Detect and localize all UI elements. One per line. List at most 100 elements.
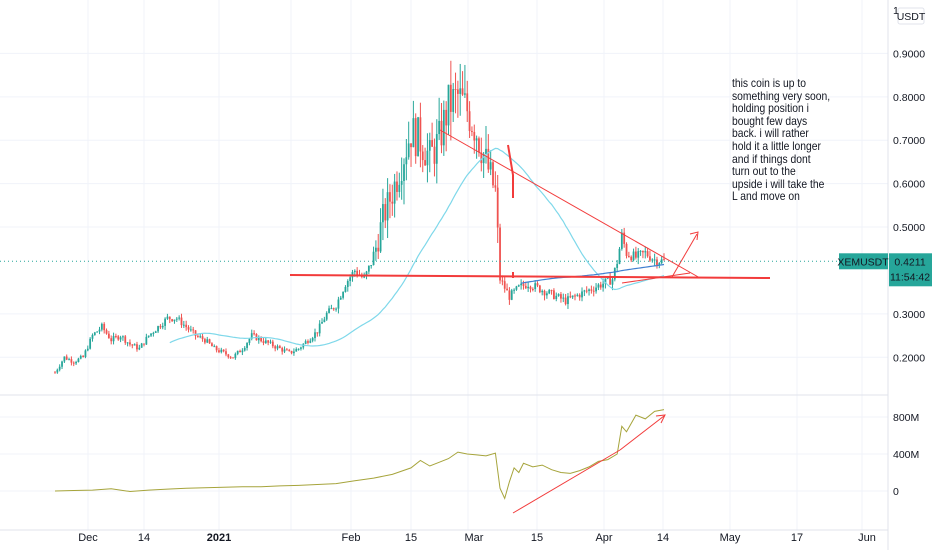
candle-up [541, 290, 544, 293]
candle-up [309, 340, 312, 343]
candle-up [405, 157, 408, 165]
candle-up [213, 346, 216, 348]
candle-up [346, 281, 349, 287]
candle-up [349, 277, 352, 282]
candle-down [506, 288, 508, 291]
candle-up [206, 339, 209, 343]
candle-up [660, 259, 663, 264]
candle-down [536, 283, 539, 286]
indicator-line [54, 409, 665, 500]
candle-up [138, 347, 141, 350]
candle-up [248, 338, 251, 343]
candle-up [382, 204, 384, 223]
ascending-trendline [621, 272, 691, 284]
candle-down [503, 281, 506, 289]
candle-down [433, 146, 436, 164]
candle-up [557, 294, 560, 296]
candle-down [492, 162, 494, 186]
candle-up [154, 331, 157, 333]
candle-down [253, 333, 255, 335]
candle-up [75, 361, 77, 364]
candle-up [189, 329, 192, 331]
candle-up [581, 291, 583, 298]
candle-up [604, 278, 607, 284]
candle-up [438, 120, 441, 135]
candle-up [428, 140, 431, 151]
candle-up [363, 276, 366, 278]
candle-up [545, 293, 548, 296]
candle-down [290, 350, 293, 354]
candle-down [389, 192, 391, 202]
candle-down [180, 317, 183, 326]
candle-up [452, 89, 455, 112]
candle-up [311, 338, 314, 341]
candle-up [86, 348, 89, 351]
candle-up [199, 336, 202, 338]
candle-down [414, 118, 417, 157]
candle-up [77, 358, 80, 362]
candle-down [642, 250, 644, 253]
candle-down [204, 339, 206, 343]
candle-down [377, 247, 380, 252]
candle-down [136, 344, 138, 350]
candle-up [173, 319, 176, 322]
candle-down [103, 323, 106, 331]
candle-up [304, 341, 307, 344]
candle-down [656, 259, 658, 266]
candle-up [269, 341, 272, 343]
y-tick-label: 0.3000 [893, 309, 925, 321]
candle-down [494, 185, 497, 188]
candle-down [564, 297, 567, 305]
x-tick-label: 2021 [207, 532, 231, 544]
candles [54, 60, 665, 374]
candle-down [522, 283, 525, 286]
y-tick-label: 0.5000 [893, 222, 925, 234]
candle-down [663, 259, 665, 261]
y-tick-label: 0.6000 [893, 179, 925, 191]
indicator-arrow-head [655, 414, 666, 424]
candle-up [63, 356, 66, 362]
candle-up [576, 294, 579, 296]
candle-up [653, 259, 656, 261]
x-tick-label: Mar [465, 532, 484, 544]
candle-down [599, 284, 602, 288]
y-tick-label: 0.2000 [893, 352, 925, 364]
candle-up [442, 109, 445, 146]
candle-down [543, 290, 546, 296]
candle-down [524, 285, 527, 289]
currency-label: USDT [897, 11, 926, 23]
candle-up [56, 369, 59, 373]
candle-down [262, 341, 265, 343]
candle-up [407, 143, 410, 158]
candle-down [260, 337, 263, 342]
candle-down [208, 339, 211, 344]
candle-down [592, 290, 595, 292]
candle-up [370, 265, 373, 267]
candle-up [548, 290, 551, 294]
candle-up [595, 287, 597, 292]
candle-up [182, 324, 185, 326]
candle-up [147, 335, 150, 337]
candle-down [466, 93, 469, 112]
candle-down [187, 327, 190, 330]
candle-up [321, 322, 323, 324]
candle-up [489, 162, 492, 170]
candle-up [100, 323, 103, 330]
candle-up [571, 295, 574, 298]
candle-up [295, 349, 298, 352]
indicator-y-tick-label: 400M [893, 449, 919, 461]
candle-up [353, 270, 356, 273]
candle-down [456, 89, 459, 94]
candle-up [112, 336, 115, 342]
candle-up [372, 251, 375, 266]
x-tick-label: 15 [405, 532, 417, 544]
candle-down [623, 232, 626, 244]
candle-up [91, 334, 94, 339]
candle-down [215, 346, 218, 351]
moving-average-line [169, 147, 665, 347]
candle-up [435, 134, 438, 164]
candle-up [236, 350, 239, 354]
candle-up [513, 289, 515, 291]
